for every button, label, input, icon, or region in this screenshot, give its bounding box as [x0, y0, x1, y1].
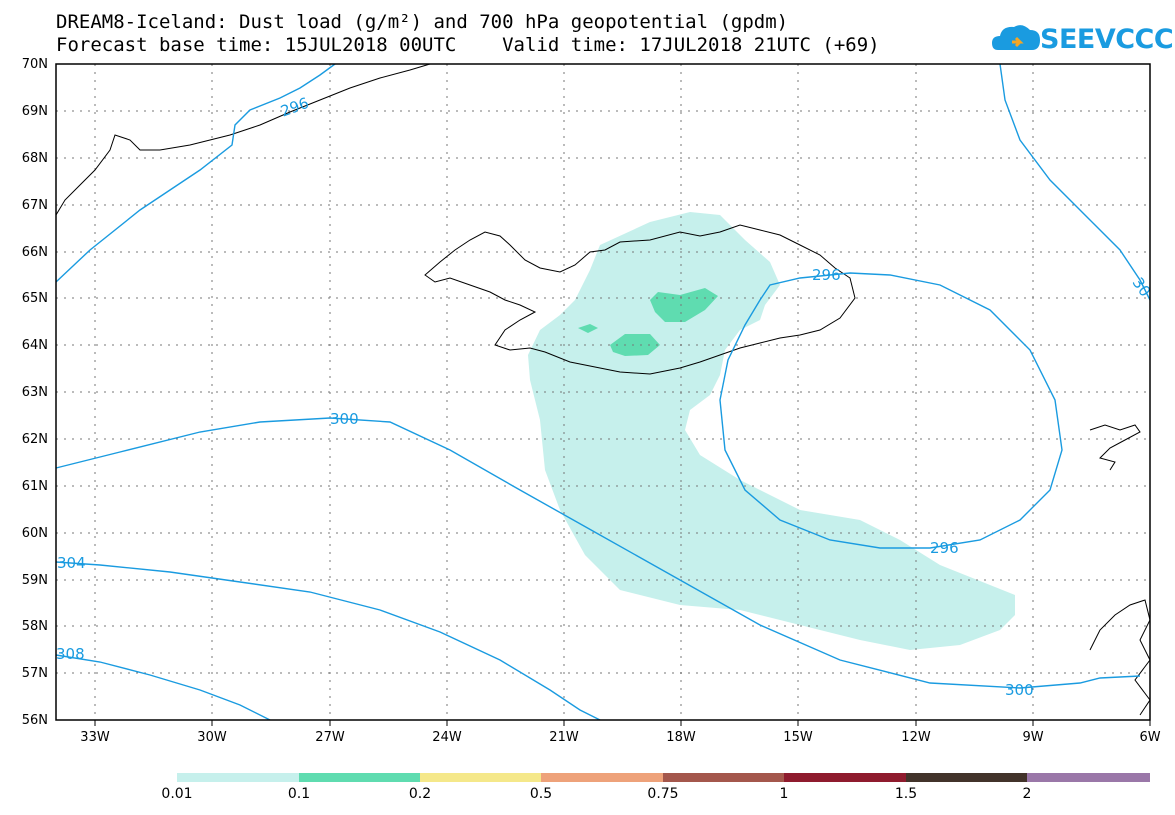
contour-label: 296 — [812, 266, 841, 284]
lat-label: 56N — [21, 713, 48, 728]
colorbar-swatch — [1027, 773, 1150, 782]
lat-label: 59N — [21, 573, 48, 588]
colorbar-swatch — [906, 773, 1027, 782]
lon-label: 21W — [549, 730, 579, 745]
lon-label: 12W — [901, 730, 931, 745]
colorbar-swatch — [784, 773, 906, 782]
lon-label: 15W — [783, 730, 813, 745]
map-title: DREAM8-Iceland: Dust load (g/m²) and 700… — [56, 11, 789, 33]
contour-label: 308 — [56, 645, 85, 663]
colorbar-swatch — [299, 773, 420, 782]
lat-label: 69N — [21, 104, 48, 119]
dust-load-field — [528, 212, 1015, 650]
contour-label: 300 — [330, 410, 359, 428]
contour-label: 296 — [930, 539, 959, 557]
contour-label: 296 — [278, 94, 311, 121]
lat-label: 60N — [21, 526, 48, 541]
geopotential-contours — [55, 63, 1151, 721]
map-frame — [55, 63, 1151, 721]
lat-label: 63N — [21, 385, 48, 400]
lat-label: 66N — [21, 245, 48, 260]
colorbar-label: 1.5 — [894, 786, 918, 802]
lat-label: 61N — [21, 479, 48, 494]
lat-label: 64N — [21, 338, 48, 353]
colorbar-swatch — [420, 773, 541, 782]
grid-lines — [56, 64, 1150, 720]
map-subtitle: Forecast base time: 15JUL2018 00UTC Vali… — [56, 34, 880, 56]
lon-label: 30W — [197, 730, 227, 745]
lon-label: 24W — [432, 730, 462, 745]
colorbar-label: 2 — [1022, 786, 1032, 802]
colorbar-label: 1 — [779, 786, 789, 802]
lon-label: 18W — [666, 730, 696, 745]
colorbar-swatch — [177, 773, 299, 782]
colorbar-label: 0.5 — [529, 786, 553, 802]
contour-label: 300 — [1005, 681, 1034, 699]
lat-label: 57N — [21, 666, 48, 681]
lat-label: 65N — [21, 291, 48, 306]
lat-label: 62N — [21, 432, 48, 447]
colorbar-label: 0.1 — [287, 786, 311, 802]
lat-label: 67N — [21, 198, 48, 213]
logo-text: SEEVCCC — [1040, 24, 1174, 55]
colorbar-swatch — [541, 773, 663, 782]
lon-label: 6W — [1139, 730, 1161, 745]
lat-label: 70N — [21, 57, 48, 72]
contour-label: 304 — [57, 554, 86, 572]
colorbar-swatch — [663, 773, 784, 782]
lat-label: 58N — [21, 619, 48, 634]
colorbar-label: 0.75 — [647, 786, 679, 802]
lat-label: 68N — [21, 151, 48, 166]
contour-labels: 296 296 300 296 304 300 308 30 — [56, 94, 1154, 699]
lon-label: 33W — [80, 730, 110, 745]
colorbar-label: 0.2 — [408, 786, 432, 802]
colorbar-label: 0.01 — [161, 786, 193, 802]
cloud-logo-icon — [992, 25, 1040, 50]
lon-label: 27W — [315, 730, 345, 745]
axis-ticks — [94, 720, 1151, 726]
lon-label: 9W — [1022, 730, 1044, 745]
